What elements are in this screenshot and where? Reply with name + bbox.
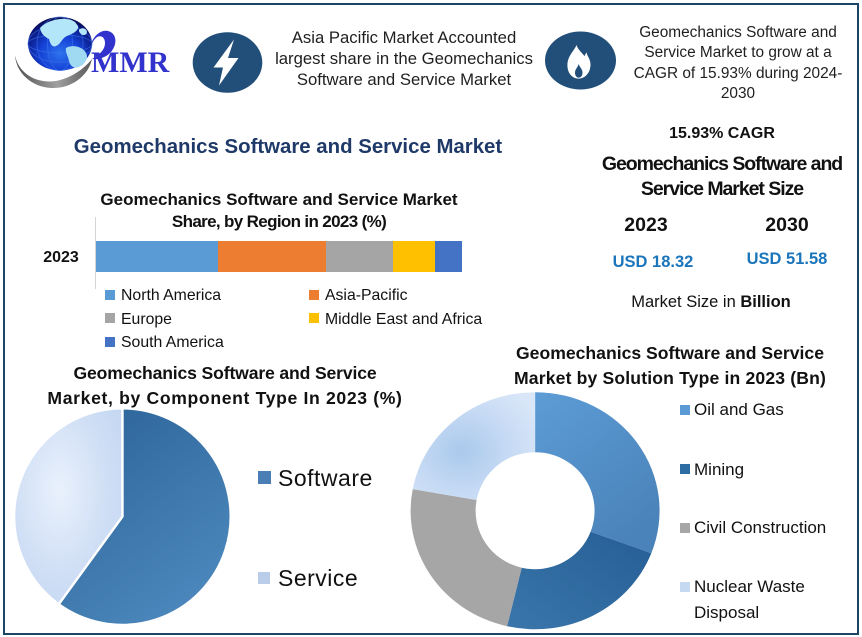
svg-text:MMR: MMR xyxy=(91,46,170,79)
